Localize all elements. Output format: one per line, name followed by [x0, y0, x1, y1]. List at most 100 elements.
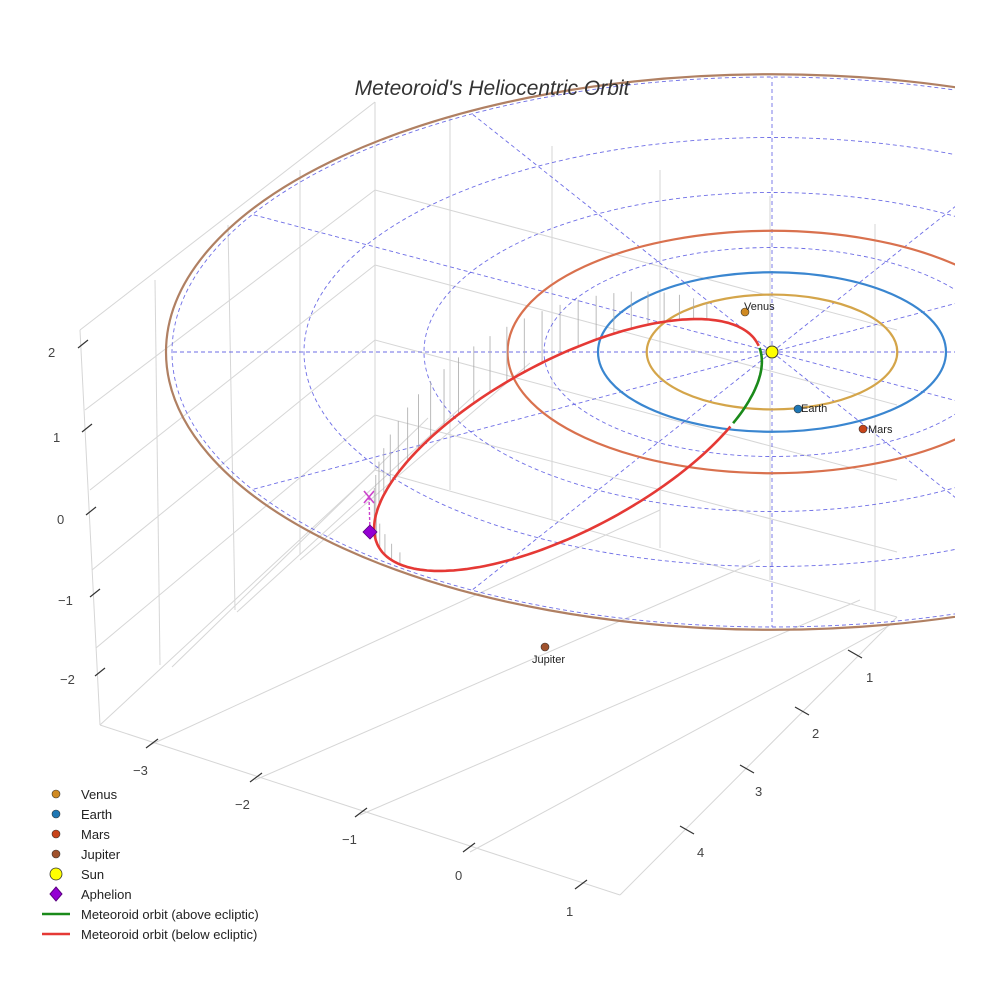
x-tick-mark [354, 807, 368, 818]
y-tick-mark [847, 649, 863, 659]
grid-line [374, 264, 898, 406]
grid-line [374, 469, 898, 618]
grid-line [149, 509, 661, 746]
planet-orbits [165, 73, 955, 631]
z-tick-label: −2 [60, 672, 75, 687]
point-markers [362, 307, 868, 652]
legend-marker-aphelion [49, 886, 63, 902]
grid-line [99, 469, 376, 726]
legend-marker-earth [51, 809, 61, 819]
jupiter-marker [540, 642, 550, 652]
z-tick-mark [94, 667, 106, 677]
grid-line [254, 559, 761, 781]
grid-line [79, 101, 376, 331]
grid-line [374, 414, 898, 553]
meteoroid-orbit-below [372, 317, 760, 573]
grid-line [84, 189, 376, 411]
legend-label-venus: Venus [81, 787, 118, 802]
z-tick-label: 0 [57, 512, 64, 527]
z-tick-mark [77, 339, 89, 349]
z-tick-mark [89, 588, 101, 598]
grid-line [154, 279, 161, 666]
venus-label: Venus [744, 301, 775, 313]
sun-marker [765, 345, 779, 359]
grid-line [89, 264, 376, 491]
grid-line [227, 224, 236, 611]
legend-marker-venus [51, 789, 61, 799]
grid-line [619, 616, 898, 896]
legend-label-mars: Mars [81, 827, 110, 842]
x-tick-mark [462, 842, 476, 853]
aphelion-drop-line [368, 496, 371, 533]
axis-box-grid [79, 101, 898, 896]
grid-line [469, 624, 891, 853]
ecliptic-grid-spoke [771, 303, 955, 353]
legend: Venus Earth Mars Jupiter Sun Aphelion Me… [42, 787, 259, 942]
aphelion-marker [362, 524, 378, 540]
legend-label-orbit-above: Meteoroid orbit (above ecliptic) [81, 907, 259, 922]
x-tick-mark [574, 879, 588, 890]
jupiter-label: Jupiter [532, 654, 565, 666]
y-tick-label: 1 [866, 670, 873, 685]
ecliptic-grid-spoke [771, 351, 955, 401]
grid-line [299, 362, 531, 561]
meteoroid-orbit-above [732, 347, 764, 425]
x-tick-mark [249, 772, 263, 783]
legend-label-aphelion: Aphelion [81, 887, 132, 902]
grid-line [374, 189, 898, 331]
x-tick-label: −1 [342, 832, 357, 847]
jupiter-orbit [165, 73, 955, 631]
ecliptic-grid-spoke [252, 351, 773, 490]
ecliptic-grid-ring [171, 76, 955, 628]
legend-label-jupiter: Jupiter [81, 847, 121, 862]
y-tick-mark [739, 764, 755, 774]
x-tick-mark [145, 738, 159, 749]
x-tick-label: −3 [133, 763, 148, 778]
ecliptic-grid-spoke [471, 351, 773, 591]
z-tick-label: −1 [58, 593, 73, 608]
grid-line [79, 329, 101, 726]
legend-marker-jupiter [51, 849, 61, 859]
legend-label-earth: Earth [81, 807, 112, 822]
ecliptic-grid-spoke [252, 214, 773, 353]
venus-orbit [645, 293, 899, 411]
x-tick-label: −2 [235, 797, 250, 812]
grid-line [236, 389, 481, 613]
earth-label: Earth [801, 403, 827, 415]
y-tick-label: 3 [755, 784, 762, 799]
z-tick-label: 1 [53, 430, 60, 445]
ecliptic-grid [171, 76, 955, 628]
legend-label-orbit-below: Meteoroid orbit (below ecliptic) [81, 927, 257, 942]
z-tick-label: 2 [48, 345, 55, 360]
grid-line [91, 339, 376, 571]
legend-label-sun: Sun [81, 867, 104, 882]
earth-orbit [596, 271, 948, 433]
ecliptic-grid-spoke [771, 351, 955, 498]
aphelion-ecliptic-marker [363, 490, 375, 504]
mars-orbit [506, 229, 955, 475]
axis-ticks [77, 339, 863, 890]
ecliptic-grid-spoke [771, 206, 955, 353]
x-tick-label: 1 [566, 904, 573, 919]
z-tick-mark [81, 423, 93, 433]
ecliptic-grid-spoke [471, 113, 773, 353]
grid-line [359, 599, 861, 816]
mars-label: Mars [868, 424, 893, 436]
venus-marker [740, 307, 750, 317]
z-tick-mark [85, 506, 97, 516]
earth-marker [793, 404, 803, 414]
y-tick-mark [679, 825, 695, 835]
grid-line [374, 339, 898, 481]
legend-marker-sun [49, 867, 63, 881]
legend-marker-mars [51, 829, 61, 839]
grid-line [95, 414, 376, 649]
mars-marker [858, 424, 868, 434]
y-tick-label: 2 [812, 726, 819, 741]
chart-title: Meteoroid's Heliocentric Orbit [355, 77, 631, 100]
x-tick-label: 0 [455, 868, 462, 883]
grid-line [99, 724, 621, 896]
y-tick-label: 4 [697, 845, 704, 860]
y-tick-mark [794, 706, 810, 716]
